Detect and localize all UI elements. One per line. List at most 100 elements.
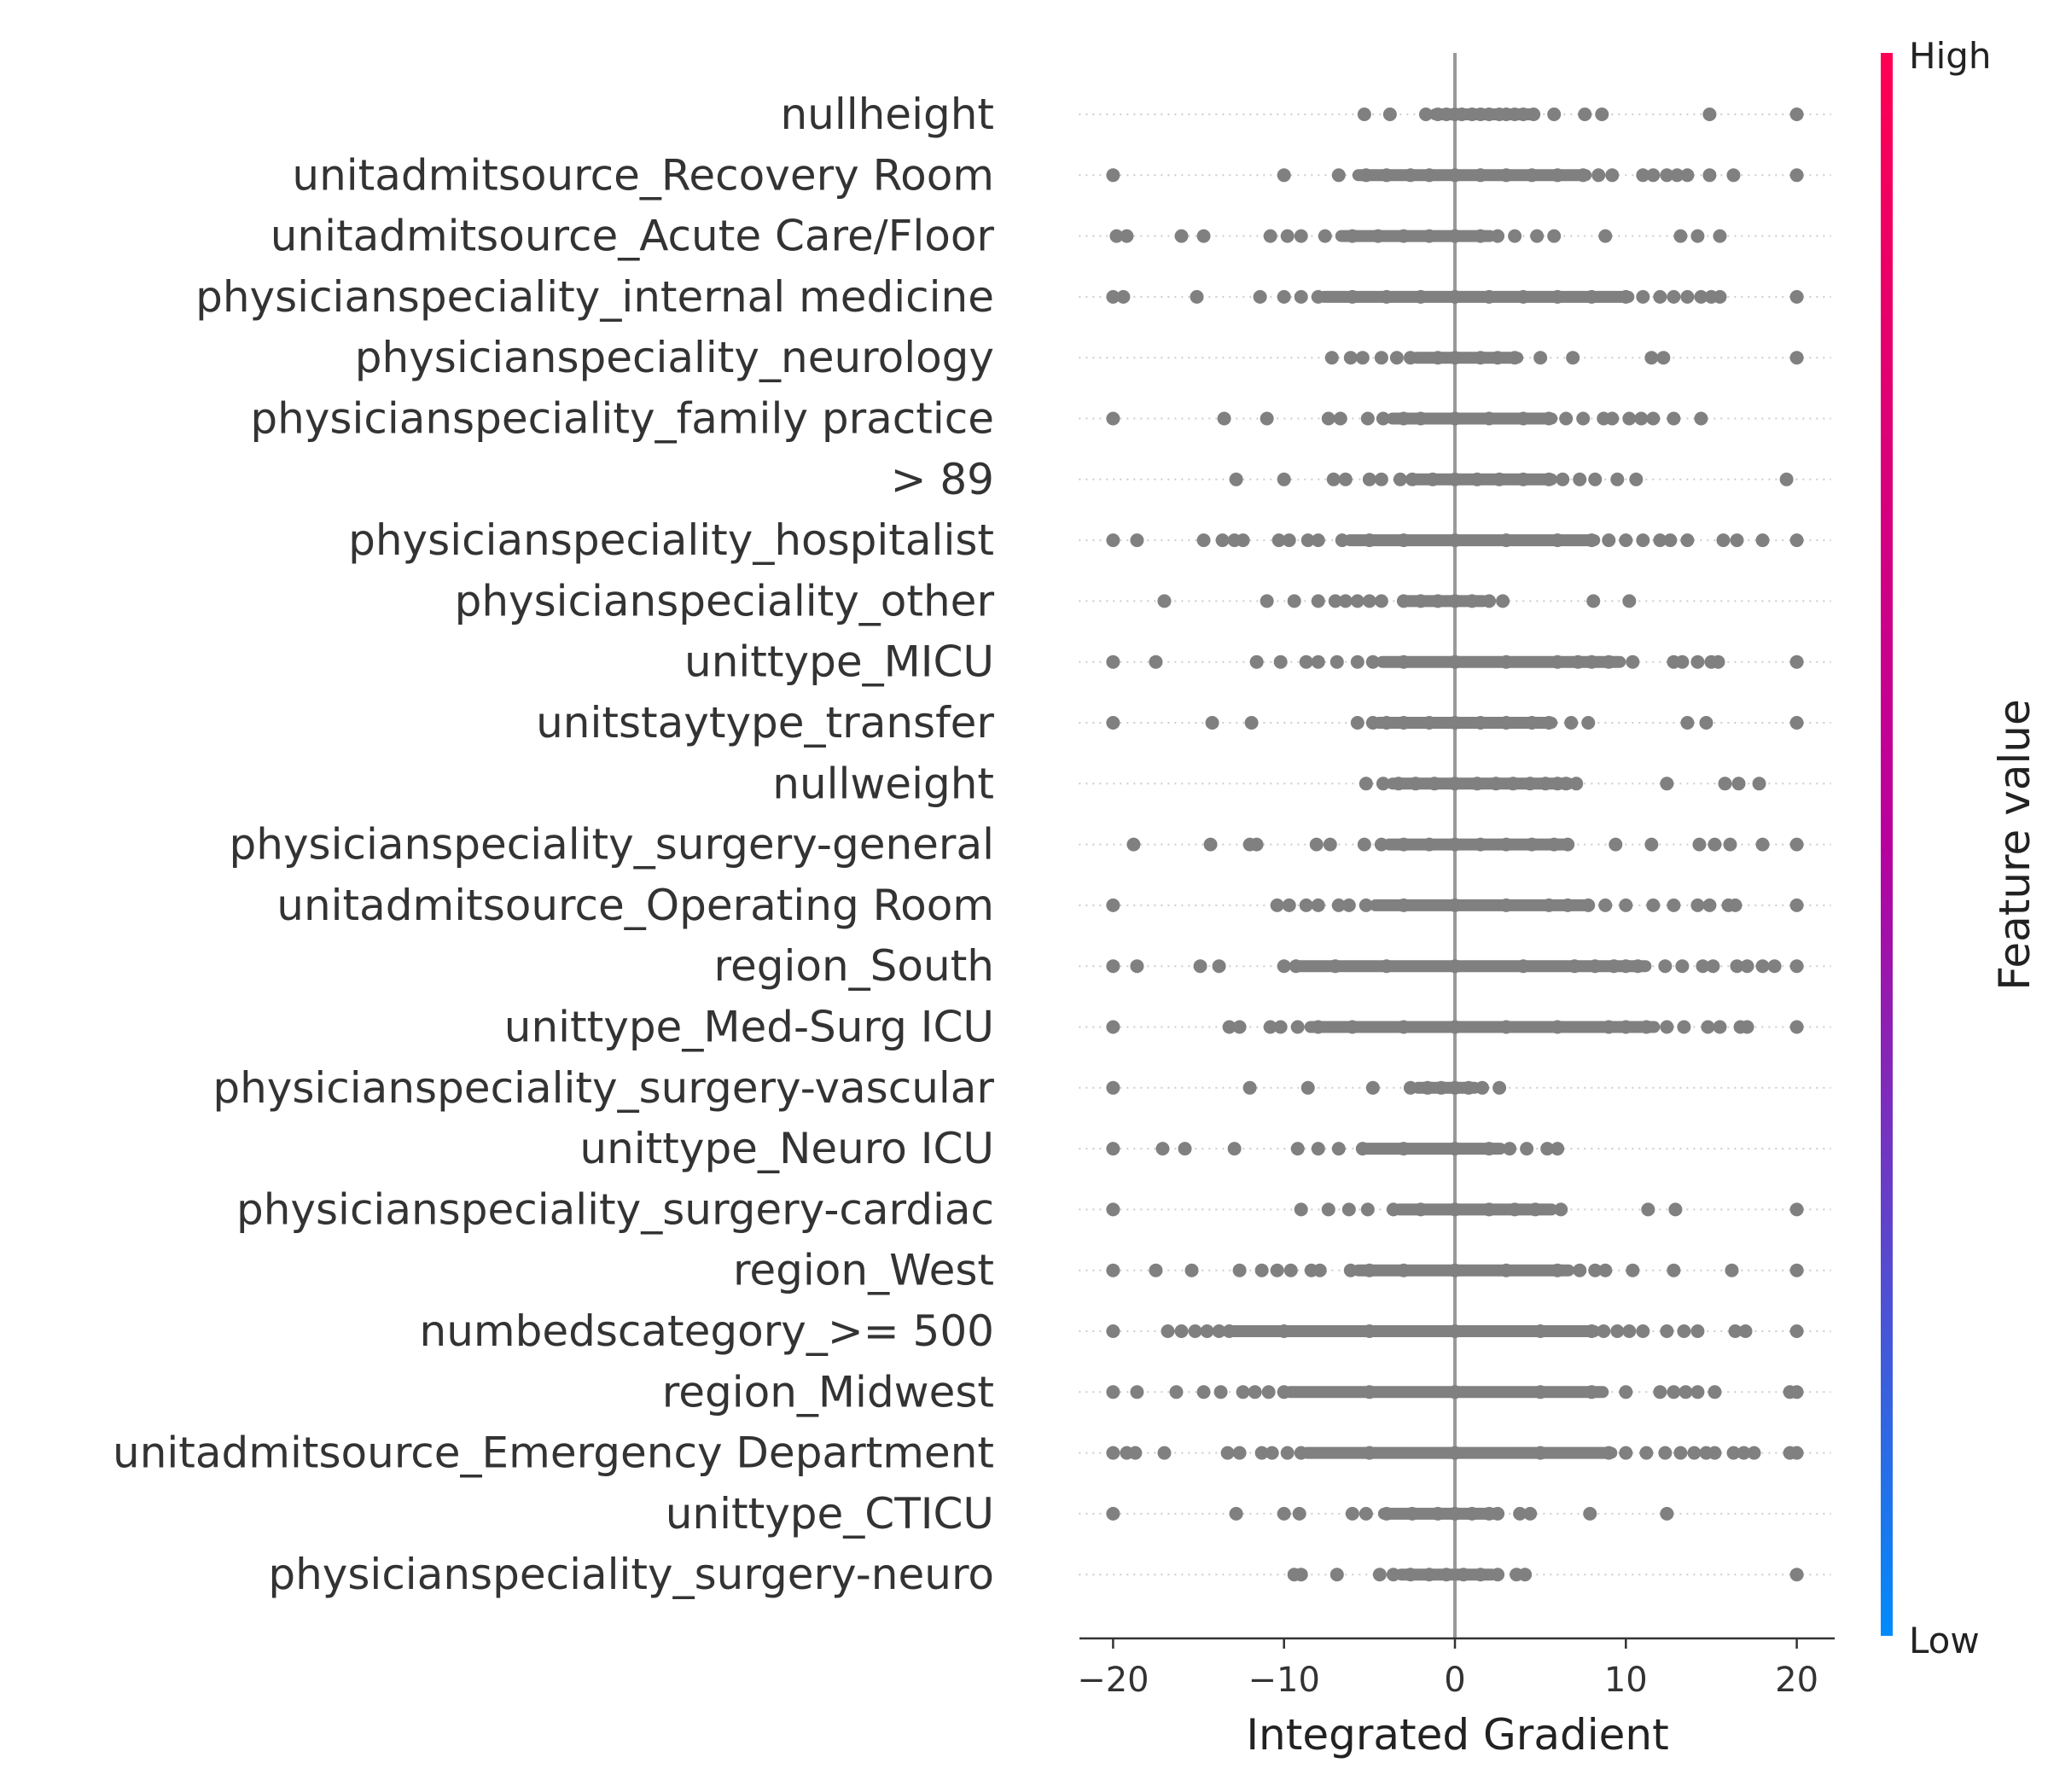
data-point bbox=[1598, 1263, 1613, 1277]
data-point bbox=[1581, 716, 1596, 730]
x-tick-label: 0 bbox=[1444, 1661, 1465, 1700]
data-point bbox=[1396, 1020, 1411, 1034]
data-point bbox=[1379, 716, 1393, 730]
data-point bbox=[1299, 655, 1313, 669]
data-point bbox=[1789, 1202, 1804, 1217]
data-point bbox=[1457, 1568, 1471, 1582]
data-point bbox=[1789, 837, 1804, 852]
data-point bbox=[1554, 1202, 1568, 1217]
data-point bbox=[1362, 1263, 1376, 1277]
data-point bbox=[1716, 533, 1731, 548]
data-point bbox=[1236, 1385, 1250, 1399]
data-point bbox=[1482, 594, 1497, 608]
data-point bbox=[1680, 168, 1695, 183]
data-point bbox=[1576, 168, 1591, 183]
data-point bbox=[1653, 533, 1667, 548]
data-point bbox=[1533, 1385, 1548, 1399]
data-point bbox=[1602, 1020, 1616, 1034]
data-point bbox=[1413, 411, 1428, 426]
data-point bbox=[1205, 716, 1219, 730]
data-point bbox=[1188, 1324, 1202, 1338]
data-point bbox=[1547, 108, 1562, 121]
data-points bbox=[1106, 108, 1804, 1582]
data-point bbox=[1540, 1142, 1555, 1156]
data-point bbox=[1343, 351, 1358, 365]
data-point bbox=[1448, 898, 1462, 912]
data-point bbox=[1174, 229, 1189, 243]
data-point bbox=[1328, 959, 1342, 974]
data-point bbox=[1516, 472, 1531, 486]
data-point bbox=[1701, 1020, 1715, 1034]
data-point bbox=[1448, 533, 1462, 548]
data-point bbox=[1106, 898, 1120, 912]
data-point bbox=[1220, 1446, 1235, 1460]
data-point bbox=[1663, 533, 1678, 548]
data-point bbox=[1561, 837, 1575, 852]
data-point bbox=[1482, 1142, 1497, 1156]
data-point bbox=[1482, 108, 1497, 121]
data-point bbox=[1282, 898, 1296, 912]
data-point bbox=[1338, 472, 1353, 486]
data-point bbox=[1130, 1385, 1144, 1399]
data-point bbox=[1730, 533, 1744, 548]
feature-label: unitstaytype_transfer bbox=[536, 698, 994, 748]
data-point bbox=[1422, 716, 1436, 730]
data-point bbox=[1311, 655, 1325, 669]
dense-point-band bbox=[1386, 412, 1558, 425]
data-point bbox=[1585, 533, 1599, 548]
feature-label: unitadmitsource_Emergency Department bbox=[113, 1428, 994, 1478]
data-point bbox=[1300, 533, 1315, 548]
data-point bbox=[1300, 1080, 1315, 1095]
data-point bbox=[1321, 411, 1335, 426]
data-point bbox=[1311, 594, 1325, 608]
data-point bbox=[1365, 716, 1380, 730]
data-point bbox=[1448, 594, 1462, 608]
data-point bbox=[1518, 1568, 1533, 1582]
data-point bbox=[1639, 1446, 1654, 1460]
x-ticks: −20 −10 0 10 20 bbox=[1077, 1638, 1818, 1700]
data-point bbox=[1680, 533, 1695, 548]
data-point bbox=[1653, 1385, 1667, 1399]
data-point bbox=[1396, 837, 1411, 852]
data-point bbox=[1196, 533, 1211, 548]
data-point bbox=[1559, 777, 1574, 791]
feature-label: region_Midwest bbox=[662, 1367, 994, 1417]
data-point bbox=[1261, 1385, 1276, 1399]
data-point bbox=[1631, 959, 1645, 974]
data-point bbox=[1178, 1142, 1192, 1156]
data-point bbox=[1350, 594, 1364, 608]
data-point bbox=[1393, 472, 1407, 486]
data-point bbox=[1120, 229, 1134, 243]
data-point bbox=[1365, 655, 1380, 669]
data-point bbox=[1328, 594, 1342, 608]
data-point bbox=[1318, 229, 1332, 243]
data-point bbox=[1499, 1020, 1514, 1034]
data-point bbox=[1203, 837, 1218, 852]
data-point bbox=[1448, 411, 1462, 426]
data-point bbox=[1345, 229, 1359, 243]
data-point bbox=[1713, 229, 1727, 243]
data-point bbox=[1737, 1446, 1751, 1460]
feature-label: unittype_Neuro ICU bbox=[579, 1124, 994, 1173]
feature-label: nullheight bbox=[780, 90, 994, 139]
feature-label: physicianspeciality_family practice bbox=[250, 394, 994, 444]
dense-point-band bbox=[1410, 352, 1524, 364]
data-point bbox=[1658, 1446, 1673, 1460]
data-point bbox=[1335, 533, 1349, 548]
data-point bbox=[1379, 168, 1393, 183]
data-point bbox=[1482, 1202, 1497, 1217]
data-point bbox=[1789, 289, 1804, 304]
data-point bbox=[1374, 351, 1388, 365]
data-point bbox=[1646, 411, 1661, 426]
data-point bbox=[1294, 1446, 1308, 1460]
data-point bbox=[1434, 1080, 1448, 1095]
data-point bbox=[1668, 1202, 1683, 1217]
data-point bbox=[1619, 1020, 1633, 1034]
data-point bbox=[1551, 289, 1565, 304]
feature-label: region_West bbox=[733, 1246, 994, 1295]
data-point bbox=[1106, 411, 1120, 426]
data-point bbox=[1667, 289, 1681, 304]
data-point bbox=[1405, 472, 1419, 486]
data-point bbox=[1752, 777, 1766, 791]
data-point bbox=[1499, 168, 1514, 183]
